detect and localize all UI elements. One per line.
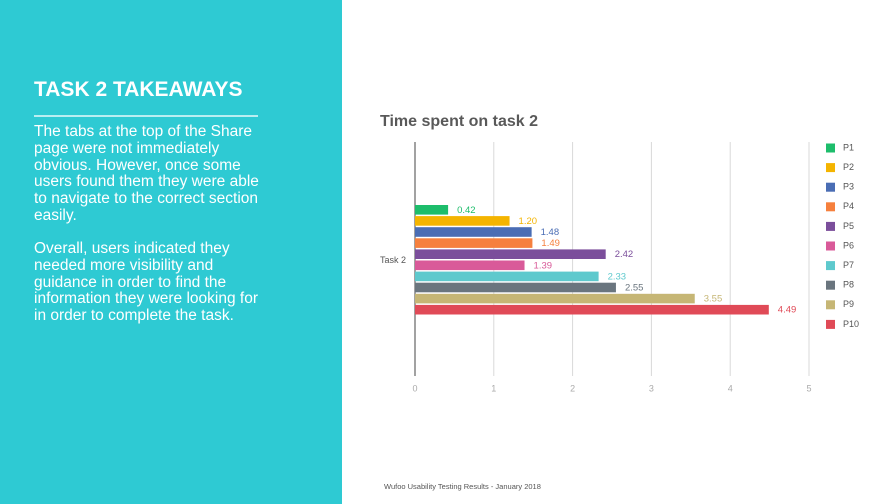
title-rule xyxy=(34,115,258,117)
x-tick-label: 3 xyxy=(649,383,654,393)
legend-swatch xyxy=(826,202,835,212)
legend-swatch xyxy=(826,143,835,153)
bar xyxy=(415,282,616,293)
legend-swatch xyxy=(826,319,835,329)
x-tick-label: 0 xyxy=(412,383,417,393)
legend-label: P10 xyxy=(843,319,859,329)
chart-title: Time spent on task 2 xyxy=(380,113,538,130)
legend-label: P6 xyxy=(843,240,854,250)
bar xyxy=(415,216,510,226)
side-panel: TASK 2 TAKEAWAYS The tabs at the top of … xyxy=(0,0,342,504)
legend-swatch xyxy=(826,261,835,271)
legend-label: P5 xyxy=(843,221,854,231)
legend-label: P8 xyxy=(843,280,854,290)
value-label: 1.49 xyxy=(541,238,560,249)
bar xyxy=(415,260,525,271)
legend-label: P2 xyxy=(843,162,854,172)
legend-swatch xyxy=(826,221,835,231)
legend-swatch xyxy=(826,241,835,251)
value-label: 1.48 xyxy=(541,227,560,238)
legend-swatch xyxy=(826,182,835,192)
slide-title: TASK 2 TAKEAWAYS xyxy=(34,78,243,101)
legend-swatch xyxy=(826,280,835,290)
x-tick-label: 2 xyxy=(570,383,575,393)
legend-label: P7 xyxy=(843,260,854,270)
legend-label: P9 xyxy=(843,299,854,309)
bar xyxy=(415,238,533,248)
value-label: 4.49 xyxy=(778,305,797,316)
legend-swatch xyxy=(826,300,835,310)
value-label: 1.39 xyxy=(534,260,553,271)
bar xyxy=(415,205,449,215)
bar xyxy=(415,227,532,237)
value-label: 2.33 xyxy=(608,271,627,282)
legend-label: P4 xyxy=(843,201,854,211)
value-label: 2.55 xyxy=(625,283,644,294)
footer: Wufoo Usability Testing Results - Januar… xyxy=(384,482,541,491)
value-label: 2.42 xyxy=(615,249,634,260)
bar xyxy=(415,293,695,304)
x-tick-label: 4 xyxy=(728,383,733,393)
paragraph: Overall, users indicated they needed mor… xyxy=(34,240,259,325)
legend-label: P3 xyxy=(843,182,854,192)
value-label: 3.55 xyxy=(704,294,723,305)
value-label: 1.20 xyxy=(519,216,538,227)
bar xyxy=(415,304,769,315)
paragraph: The tabs at the top of the Share page we… xyxy=(34,123,259,224)
legend-label: P1 xyxy=(843,142,854,152)
bar xyxy=(415,249,606,259)
x-tick-label: 5 xyxy=(806,383,811,393)
bar xyxy=(415,271,599,282)
category-label: Task 2 xyxy=(380,255,406,265)
value-label: 0.42 xyxy=(457,205,476,216)
x-tick-label: 1 xyxy=(491,383,496,393)
legend-swatch xyxy=(826,163,835,173)
